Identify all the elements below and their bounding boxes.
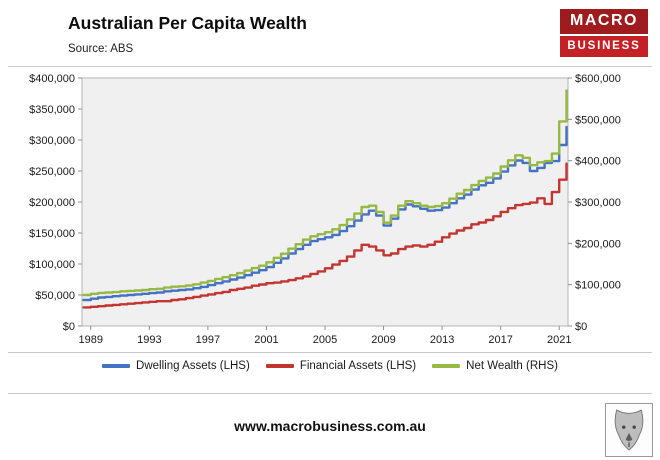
x-tick-label: 1989 [79, 334, 103, 346]
legend-divider-top [8, 352, 652, 353]
series-line-2 [82, 89, 568, 297]
source-label: Source: ABS [68, 43, 134, 55]
y-right-tick-label: $200,000 [575, 238, 621, 250]
wealth-line-chart: $0 $50,000 $100,000 $150,000 $200,000 $250,00… [29, 73, 621, 346]
wolf-icon [614, 409, 644, 451]
y-right-tick-label: $0 [575, 321, 587, 333]
x-tick-label: 2021 [547, 334, 571, 346]
y-left-tick-label: $400,000 [29, 73, 75, 85]
y-left-tick-label: $350,000 [29, 104, 75, 116]
x-tick-label: 1997 [196, 334, 220, 346]
legend-label-net-wealth: Net Wealth (RHS) [466, 360, 558, 372]
legend-label-financial-assets: Financial Assets (LHS) [299, 360, 417, 372]
dwelling-assets-line-swatch [102, 364, 131, 368]
x-tick-label: 2005 [313, 334, 337, 346]
y-left-tick-label: $300,000 [29, 135, 75, 147]
chart-title: Australian Per Capita Wealth [68, 13, 307, 33]
y-left-tick-label: $150,000 [29, 228, 75, 240]
wolf-logo [605, 403, 653, 457]
y-right-tick-label: $400,000 [575, 156, 621, 168]
y-left-tick-label: $50,000 [35, 290, 75, 302]
net-wealth-line-swatch [432, 364, 461, 368]
y-right-tick-label: $600,000 [575, 73, 621, 85]
x-tick-label: 2009 [371, 334, 395, 346]
plot-area [81, 77, 569, 327]
legend-label-dwelling-assets: Dwelling Assets (LHS) [136, 360, 250, 372]
logo-text-macro: MACRO [560, 9, 648, 34]
x-tick-label: 2017 [488, 334, 512, 346]
y-left-tick-label: $200,000 [29, 197, 75, 209]
y-left-tick-label: $0 [63, 321, 75, 333]
y-left-tick-label: $250,000 [29, 166, 75, 178]
x-tick-label: 2013 [430, 334, 454, 346]
legend-divider-bottom [8, 393, 652, 394]
y-right-tick-label: $100,000 [575, 280, 621, 292]
x-tick-label: 1993 [137, 334, 161, 346]
legend-item-dwelling-assets: Dwelling Assets (LHS) [102, 360, 250, 372]
series-line-1 [82, 162, 568, 309]
y-right-tick-label: $300,000 [575, 197, 621, 209]
website-url: www.macrobusiness.com.au [234, 418, 426, 434]
financial-assets-line-swatch [265, 364, 294, 368]
macrobusiness-logo: MACRO BUSINESS [560, 9, 648, 57]
header-divider [8, 66, 652, 67]
y-right-tick-label: $500,000 [575, 114, 621, 126]
x-tick-label: 2001 [254, 334, 278, 346]
series-line-0 [82, 125, 568, 302]
logo-text-business: BUSINESS [560, 35, 648, 57]
legend-item-net-wealth: Net Wealth (RHS) [432, 360, 558, 372]
legend-item-financial-assets: Financial Assets (LHS) [265, 360, 417, 372]
y-left-tick-label: $100,000 [29, 259, 75, 271]
chart-legend: Dwelling Assets (LHS) Financial Assets (… [0, 360, 660, 372]
